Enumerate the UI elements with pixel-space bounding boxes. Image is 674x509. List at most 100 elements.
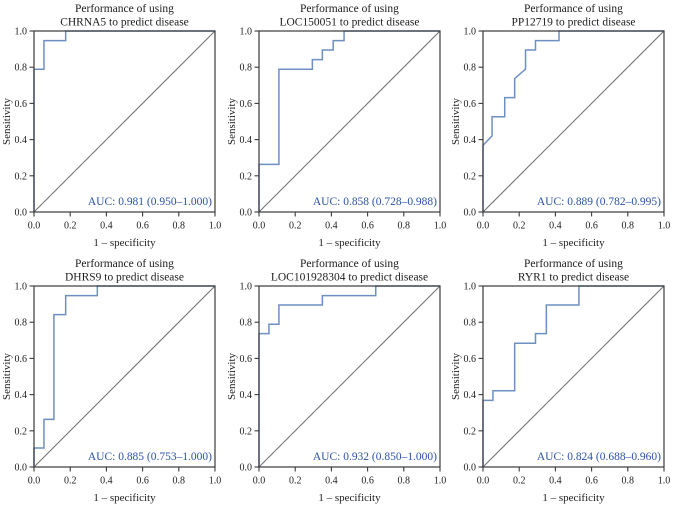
x-tick-label: 1.0 — [433, 475, 445, 486]
reference-diagonal-line — [482, 285, 665, 467]
x-tick-label: 0.2 — [289, 220, 301, 231]
x-tick-label: 0.6 — [136, 220, 148, 231]
y-tick-label: 1.0 — [464, 27, 476, 38]
axis-box — [33, 284, 216, 468]
x-axis-label: 1 – specificity — [543, 491, 606, 503]
y-tick-label: 1.0 — [15, 281, 27, 292]
x-tick-label: 0.0 — [28, 475, 40, 486]
y-tick-label: 0.4 — [464, 135, 476, 146]
auc-annotation: AUC: 0.889 (0.782–0.995) — [537, 196, 661, 208]
panel-title-line1: Performance of using — [524, 3, 623, 15]
x-tick-label: 0.4 — [100, 220, 112, 231]
x-tick-label: 0.2 — [289, 475, 301, 486]
y-tick-label: 0.2 — [464, 426, 476, 437]
y-tick-label: 0.4 — [15, 390, 27, 401]
x-tick-label: 0.6 — [361, 220, 373, 231]
y-tick-label: 0.2 — [239, 171, 251, 182]
reference-diagonal-line — [482, 30, 665, 213]
x-tick-label: 1.0 — [433, 220, 445, 231]
roc-panel-2: Performance of using PP12719 to predict d… — [450, 3, 670, 249]
y-tick-label: 0.2 — [15, 171, 27, 182]
y-tick-label: 0.0 — [464, 462, 476, 473]
panel-title-line1: Performance of using — [75, 258, 174, 270]
axis-box — [33, 30, 216, 213]
panel-title-line1: Performance of using — [300, 3, 399, 15]
axis-box — [482, 30, 665, 213]
y-tick-label: 0.2 — [239, 426, 251, 437]
y-tick-label: 1.0 — [239, 281, 251, 292]
y-tick-label: 0.8 — [15, 63, 27, 74]
roc-curve — [257, 30, 440, 212]
axis-box — [258, 284, 441, 468]
y-tick-label: 0.0 — [464, 207, 476, 218]
y-tick-label: 0.8 — [464, 63, 476, 74]
y-tick-label: 0.4 — [239, 390, 251, 401]
x-tick-label: 0.8 — [397, 220, 409, 231]
y-tick-label: 0.4 — [239, 135, 251, 146]
panel-title-line2: LOC150051 to predict disease — [279, 17, 419, 29]
roc-panel-1: Performance of using LOC150051 to predict… — [226, 3, 446, 249]
y-tick-label: 0.0 — [239, 462, 251, 473]
x-axis-label: 1 – specificity — [93, 491, 156, 503]
x-tick-label: 0.2 — [513, 475, 525, 486]
roc-panel-0: Performance of using CHRNA5 to predict di… — [1, 3, 221, 249]
y-tick-label: 0.6 — [15, 353, 27, 364]
x-tick-label: 0.6 — [136, 475, 148, 486]
y-tick-label: 0.6 — [15, 99, 27, 110]
x-tick-label: 0.0 — [477, 475, 489, 486]
y-tick-label: 0.4 — [15, 135, 27, 146]
panel-title-line2: DHRS9 to predict disease — [65, 271, 184, 283]
y-tick-label: 0.4 — [464, 390, 476, 401]
y-tick-label: 1.0 — [15, 27, 27, 38]
x-tick-label: 0.8 — [622, 475, 634, 486]
y-axis-label: Sensitivity — [1, 352, 13, 400]
panel-title-line1: Performance of using — [524, 258, 623, 270]
reference-diagonal-line — [258, 30, 441, 213]
y-tick-label: 0.6 — [239, 99, 251, 110]
x-tick-label: 0.2 — [513, 220, 525, 231]
x-tick-label: 1.0 — [658, 475, 670, 486]
panel-title-line1: Performance of using — [75, 3, 174, 15]
roc-curve — [482, 30, 665, 212]
x-tick-label: 0.4 — [100, 475, 112, 486]
y-tick-label: 0.8 — [464, 317, 476, 328]
reference-diagonal-line — [33, 285, 216, 467]
y-tick-label: 0.8 — [239, 63, 251, 74]
x-tick-label: 0.8 — [173, 475, 185, 486]
auc-annotation: AUC: 0.858 (0.728–0.988) — [313, 196, 437, 208]
y-tick-label: 1.0 — [239, 27, 251, 38]
x-tick-label: 0.4 — [325, 475, 337, 486]
reference-diagonal-line — [258, 285, 441, 467]
y-tick-label: 1.0 — [464, 281, 476, 292]
axis-box — [482, 284, 665, 468]
roc-curve — [257, 284, 440, 467]
auc-annotation: AUC: 0.981 (0.950–1.000) — [88, 196, 212, 208]
x-tick-label: 0.0 — [252, 220, 264, 231]
auc-annotation: AUC: 0.885 (0.753–1.000) — [88, 450, 212, 462]
x-tick-label: 0.0 — [252, 475, 264, 486]
y-axis-label: Sensitivity — [450, 352, 462, 400]
axis-box — [258, 30, 441, 213]
y-tick-label: 0.0 — [15, 207, 27, 218]
panel-title-line2: RYR1 to predict disease — [518, 271, 629, 283]
roc-curve — [33, 284, 215, 467]
x-tick-label: 0.8 — [173, 220, 185, 231]
x-tick-label: 1.0 — [209, 475, 221, 486]
y-tick-label: 0.8 — [239, 317, 251, 328]
y-tick-label: 0.6 — [464, 353, 476, 364]
reference-diagonal-line — [33, 30, 216, 213]
x-tick-label: 0.4 — [549, 475, 561, 486]
y-tick-label: 0.6 — [239, 353, 251, 364]
x-axis-label: 1 – specificity — [93, 237, 156, 249]
panel-title-line2: LOC101928304 to predict disease — [271, 271, 428, 283]
y-tick-label: 0.2 — [464, 171, 476, 182]
y-axis-label: Sensitivity — [450, 97, 462, 145]
x-axis-label: 1 – specificity — [318, 237, 381, 249]
roc-curve — [482, 284, 665, 467]
x-tick-label: 0.0 — [477, 220, 489, 231]
x-tick-label: 0.2 — [64, 220, 76, 231]
y-axis-label: Sensitivity — [226, 97, 238, 145]
